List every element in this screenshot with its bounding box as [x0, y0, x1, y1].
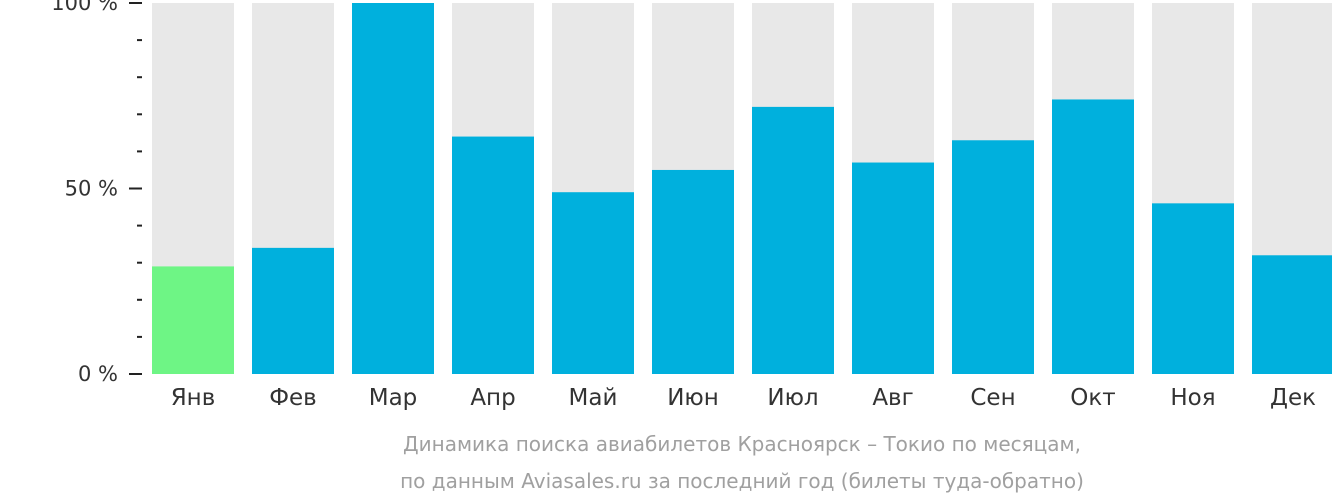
x-tick-label: Дек	[1270, 385, 1316, 411]
bar-6	[652, 169, 734, 374]
bar-11	[1152, 203, 1234, 374]
bar-8	[852, 162, 934, 374]
bar-10	[1052, 99, 1134, 375]
y-axis: 100 % 50 % 0 %	[51, 0, 142, 386]
bar-12	[1252, 255, 1332, 374]
bars	[152, 3, 1332, 375]
x-tick-label: Май	[569, 385, 618, 411]
x-tick-label: Окт	[1070, 385, 1115, 411]
bar-3	[352, 3, 434, 374]
bar-5	[552, 192, 634, 374]
x-tick-label: Июн	[667, 385, 719, 411]
x-tick-label: Авг	[872, 385, 913, 411]
x-tick-label: Ноя	[1170, 385, 1215, 411]
x-tick-label: Янв	[171, 385, 216, 411]
y-tick-label: 0 %	[78, 362, 118, 386]
bar-7	[752, 106, 834, 374]
chart-caption: Динамика поиска авиабилетов Красноярск –…	[400, 432, 1084, 493]
bar-9	[952, 140, 1034, 374]
x-tick-label: Июл	[767, 385, 818, 411]
caption-line-1: Динамика поиска авиабилетов Красноярск –…	[403, 432, 1081, 456]
x-tick-label: Сен	[970, 385, 1015, 411]
x-axis-labels: Янв Фев Мар Апр Май Июн Июл Авг Сен Окт Ноя Дек	[171, 385, 1316, 411]
x-tick-label: Фев	[269, 385, 317, 411]
y-tick-label: 100 %	[51, 0, 118, 15]
caption-line-2: по данным Aviasales.ru за последний год …	[400, 469, 1084, 493]
x-tick-label: Апр	[470, 385, 515, 411]
bar-4	[452, 136, 534, 374]
bar-2	[252, 247, 334, 374]
x-tick-label: Мар	[369, 385, 418, 411]
bar-1	[152, 266, 234, 374]
y-tick-label: 50 %	[65, 177, 118, 201]
